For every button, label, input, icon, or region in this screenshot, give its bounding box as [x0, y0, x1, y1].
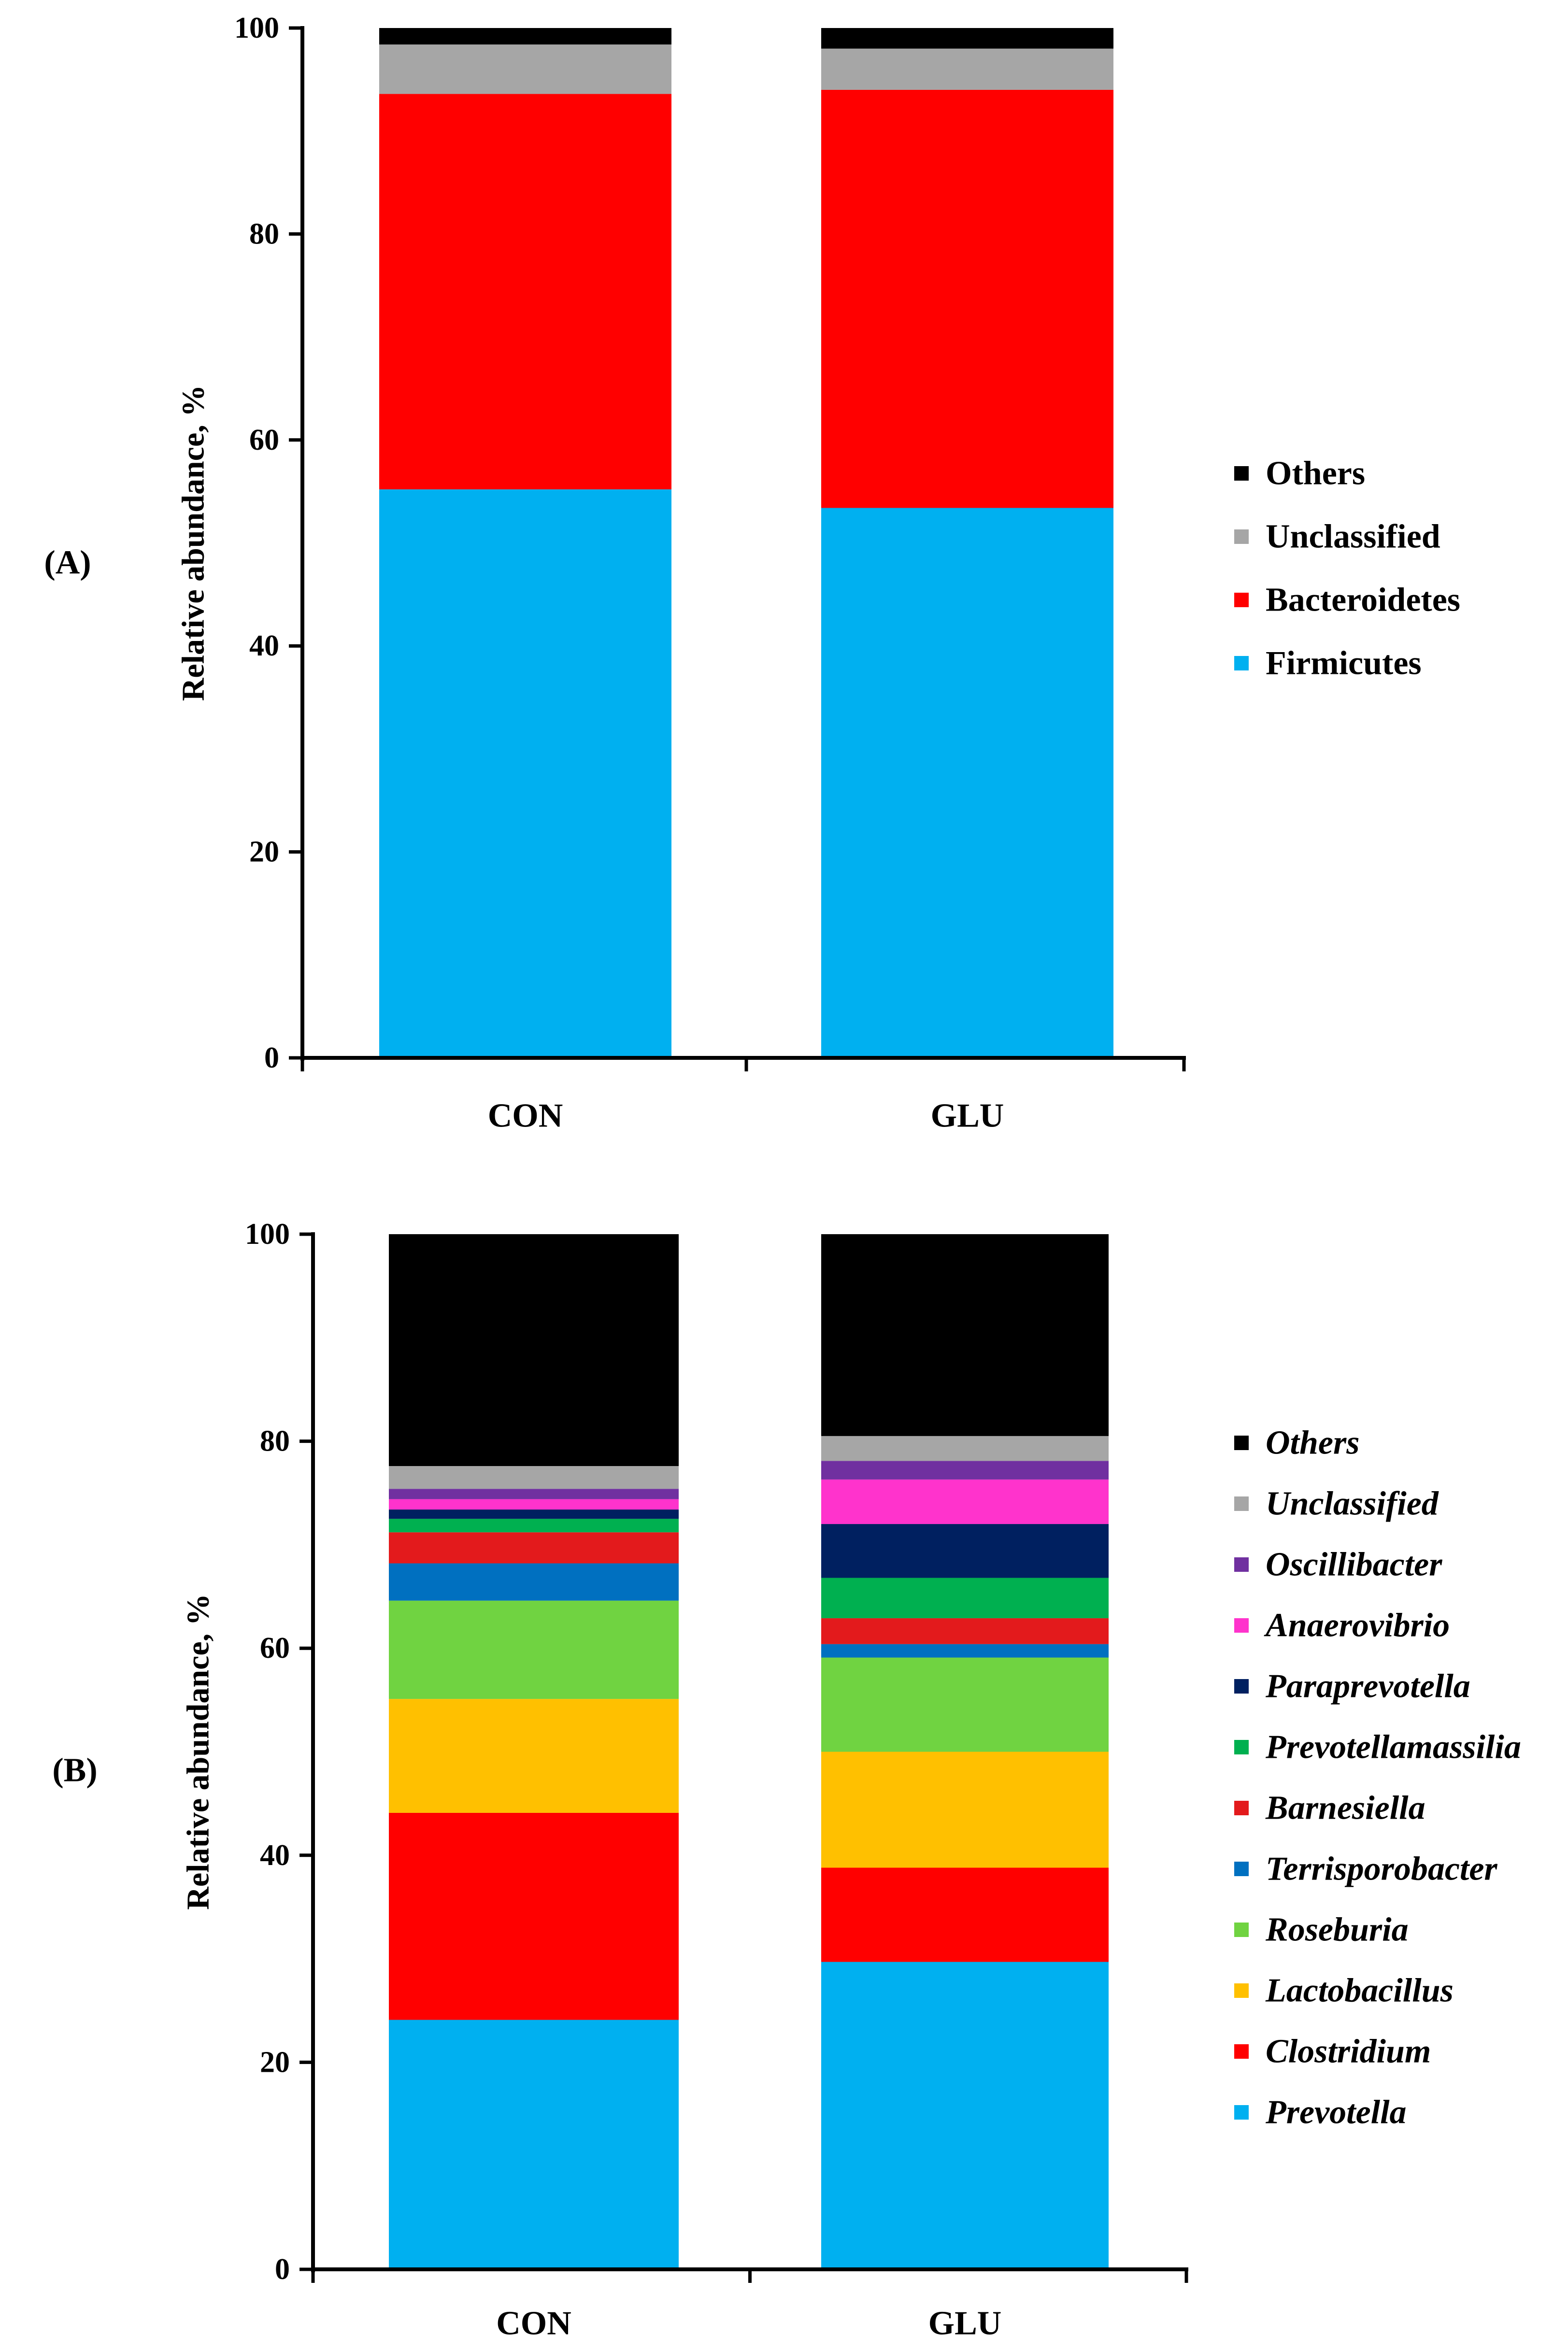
- legend-label-prevotella: Prevotella: [1265, 2094, 1407, 2131]
- legend-label-firmicutes: Firmicutes: [1266, 645, 1422, 682]
- y-axis-title: Relative abundance, %: [181, 1594, 216, 1910]
- y-tick-label: 20: [249, 836, 279, 869]
- legend-label-others: Others: [1266, 1424, 1359, 1462]
- bar-segment-glu-clostridium: [821, 1867, 1109, 1962]
- bar-segment-con-oscillibacter: [389, 1489, 679, 1499]
- y-tick-label: 40: [249, 629, 279, 662]
- legend-label-lactobacillus: Lactobacillus: [1265, 1972, 1454, 2009]
- legend-label-unclassified: Unclassified: [1266, 1485, 1439, 1523]
- legend-swatch-clostridium: [1234, 2044, 1249, 2059]
- bar-segment-glu-prevotella: [821, 1962, 1109, 2269]
- legend-label-paraprevotella: Paraprevotella: [1265, 1668, 1470, 1705]
- bar-segment-con-unclassified: [379, 44, 671, 94]
- bar-segment-glu-prevotellamassilia: [821, 1578, 1109, 1619]
- bar-segment-con-paraprevotella: [389, 1510, 679, 1519]
- legend-swatch-bacteroidetes: [1234, 593, 1249, 607]
- legend-swatch-paraprevotella: [1234, 1679, 1249, 1694]
- legend-label-terrisporobacter: Terrisporobacter: [1266, 1851, 1497, 1888]
- bar-segment-con-roseburia: [389, 1600, 679, 1699]
- legend-label-roseburia: Roseburia: [1265, 1911, 1409, 1949]
- y-tick-label: 60: [249, 424, 279, 456]
- bar-segment-con-firmicutes: [379, 489, 671, 1058]
- bar-segment-glu-roseburia: [821, 1657, 1109, 1752]
- bar-segment-glu-others: [821, 1234, 1109, 1436]
- bar-segment-glu-others: [821, 28, 1113, 49]
- legend-label-barnesiella: Barnesiella: [1265, 1790, 1425, 1827]
- legend-label-unclassified: Unclassified: [1266, 518, 1440, 556]
- bar-segment-glu-terrisporobacter: [821, 1644, 1109, 1658]
- chart-panel-b: 0 20 40 60 80 100 CON GLU Relative abundance, % (…: [52, 1218, 1521, 2336]
- legend-swatch-lactobacillus: [1234, 1983, 1249, 1998]
- bar-segment-glu-anaerovibrio: [821, 1479, 1109, 1524]
- y-tick-label: 40: [260, 1839, 290, 1872]
- bar-segment-glu-unclassified: [821, 48, 1113, 90]
- legend-swatch-anaerovibrio: [1234, 1618, 1249, 1633]
- legend-swatch-others: [1234, 466, 1249, 481]
- legend-swatch-terrisporobacter: [1234, 1862, 1249, 1876]
- bar-segment-glu-barnesiella: [821, 1618, 1109, 1644]
- y-tick-label: 0: [264, 1041, 279, 1074]
- legend-swatch-unclassified: [1234, 1496, 1249, 1511]
- y-tick-label: 80: [249, 217, 279, 250]
- legend-label-oscillibacter: Oscillibacter: [1266, 1546, 1442, 1583]
- bar-segment-glu-paraprevotella: [821, 1524, 1109, 1578]
- chart-panel-a: 0 20 40 60 80 100 CON GLU Relative abundance, % (…: [44, 12, 1460, 1135]
- bar-segment-con-prevotella: [389, 2020, 679, 2269]
- legend-label-anaerovibrio: Anaerovibrio: [1264, 1607, 1450, 1644]
- y-tick-label: 80: [260, 1425, 290, 1458]
- bar-segment-glu-bacteroidetes: [821, 89, 1113, 508]
- y-tick-label: 100: [245, 1218, 290, 1251]
- y-tick-label: 0: [275, 2253, 290, 2286]
- x-category-label: CON: [496, 2305, 571, 2336]
- y-tick-label: 20: [260, 2046, 290, 2079]
- bar-segment-glu-unclassified: [821, 1436, 1109, 1461]
- bar-segment-glu-oscillibacter: [821, 1461, 1109, 1480]
- bar-segment-con-lactobacillus: [389, 1699, 679, 1813]
- legend-label-bacteroidetes: Bacteroidetes: [1266, 582, 1460, 619]
- bar-segment-con-prevotellamassilia: [389, 1519, 679, 1533]
- legend-label-prevotellamassilia: Prevotellamassilia: [1265, 1729, 1521, 1766]
- y-tick-label: 60: [260, 1632, 290, 1665]
- legend-label-others: Others: [1266, 455, 1365, 492]
- bar-segment-con-bacteroidetes: [379, 94, 671, 490]
- panel-label: (A): [44, 544, 91, 582]
- panel-label: (B): [52, 1752, 97, 1789]
- legend-swatch-oscillibacter: [1234, 1557, 1249, 1572]
- x-category-label: GLU: [928, 2305, 1002, 2336]
- legend-swatch-unclassified: [1234, 529, 1249, 544]
- legend-swatch-others: [1234, 1436, 1249, 1450]
- legend-swatch-firmicutes: [1234, 656, 1249, 670]
- legend-swatch-prevotella: [1234, 2105, 1249, 2120]
- bar-segment-glu-lactobacillus: [821, 1752, 1109, 1868]
- bar-segment-con-barnesiella: [389, 1532, 679, 1564]
- legend-swatch-prevotellamassilia: [1234, 1740, 1249, 1754]
- legend-swatch-roseburia: [1234, 1923, 1249, 1937]
- x-category-label: GLU: [931, 1097, 1004, 1135]
- y-tick-label: 100: [234, 12, 279, 44]
- bar-segment-con-clostridium: [389, 1812, 679, 2020]
- bar-segment-con-others: [389, 1234, 679, 1467]
- legend-label-clostridium: Clostridium: [1266, 2033, 1431, 2070]
- x-category-label: CON: [488, 1097, 563, 1135]
- bar-segment-con-unclassified: [389, 1466, 679, 1489]
- bar-segment-con-terrisporobacter: [389, 1563, 679, 1601]
- bar-segment-con-anaerovibrio: [389, 1499, 679, 1510]
- y-axis-title: Relative abundance, %: [176, 385, 211, 701]
- bar-segment-glu-firmicutes: [821, 508, 1113, 1058]
- legend-swatch-barnesiella: [1234, 1801, 1249, 1815]
- bar-segment-con-others: [379, 28, 671, 45]
